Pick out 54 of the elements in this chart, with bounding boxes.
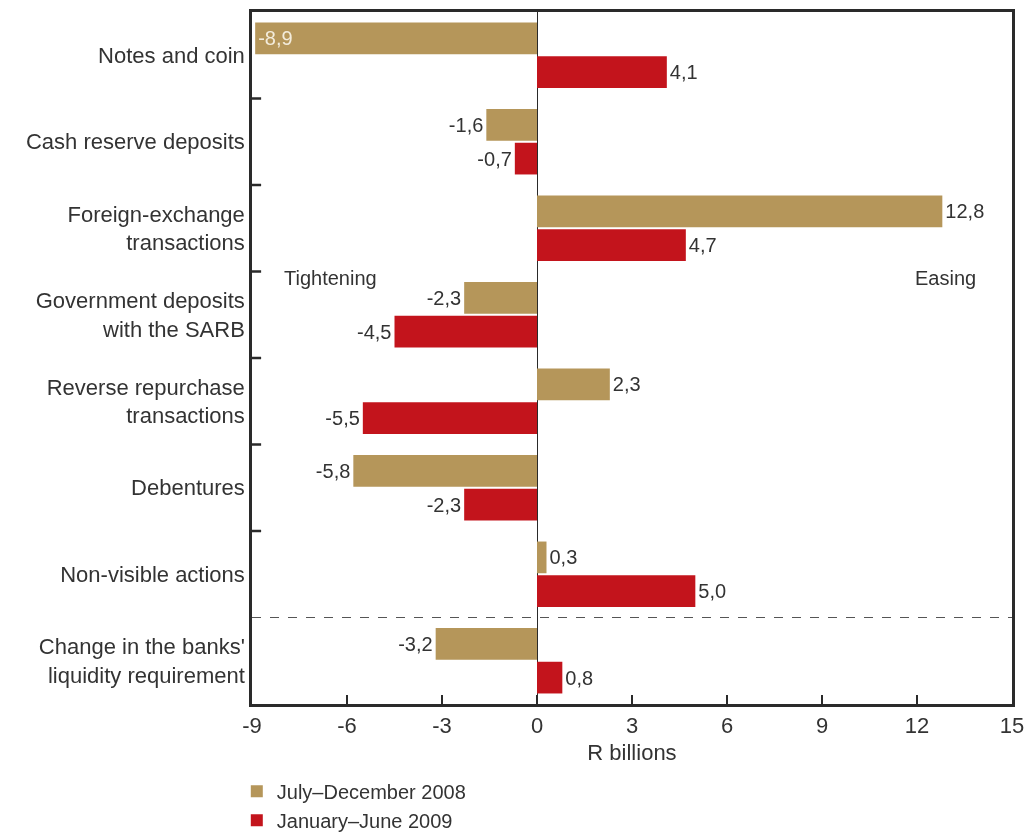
x-tick-label: 0 xyxy=(530,713,544,739)
x-tick-label: 6 xyxy=(720,713,734,739)
data-label: -3,2 xyxy=(398,632,433,655)
y-tick-label: Non-visible actions xyxy=(60,561,245,587)
data-label: 12,8 xyxy=(945,200,985,223)
bar xyxy=(353,455,537,487)
x-tick-label: -6 xyxy=(337,713,357,739)
y-tick-label: Reverse repurchase transactions xyxy=(46,374,245,429)
y-tick-label: Change in the banks' liquidity requirement xyxy=(38,634,245,688)
x-tick-label: -3 xyxy=(432,713,452,739)
y-tick-label: Notes and coin xyxy=(98,42,245,68)
legend-label: January–June 2009 xyxy=(276,810,453,833)
bar xyxy=(537,661,563,694)
y-tick-label: Foreign-exchange transactions xyxy=(67,201,245,256)
bar xyxy=(537,368,610,401)
annotation: Easing xyxy=(915,267,977,289)
y-tick-label: Cash reserve deposits xyxy=(25,129,245,155)
x-tick-label: 9 xyxy=(815,713,829,739)
x-axis-title: R billions xyxy=(587,740,677,766)
bar xyxy=(537,541,547,574)
bar xyxy=(362,402,537,434)
data-label: 0,8 xyxy=(565,666,594,689)
bar xyxy=(255,22,537,55)
data-label: -2,3 xyxy=(426,493,462,516)
data-label: -5,5 xyxy=(325,407,360,430)
data-label: -2,3 xyxy=(426,286,462,309)
bar xyxy=(537,575,696,607)
bar xyxy=(486,109,537,141)
y-tick-label: Debentures xyxy=(131,475,245,501)
data-label: 4,7 xyxy=(688,234,717,257)
data-label: -4,5 xyxy=(357,320,392,343)
x-tick-label: -9 xyxy=(242,713,262,739)
data-label: -1,6 xyxy=(448,113,484,136)
x-tick-label: 12 xyxy=(904,713,930,739)
data-label: -8,9 xyxy=(258,27,293,50)
data-label: 0,3 xyxy=(549,546,578,569)
bar xyxy=(514,142,537,175)
x-tick-label: 3 xyxy=(625,713,639,739)
legend-label: July–December 2008 xyxy=(276,781,466,804)
data-label: 4,1 xyxy=(669,61,698,84)
data-label: -0,7 xyxy=(477,147,512,170)
x-tick-label: 15 xyxy=(999,713,1025,739)
bar xyxy=(537,56,667,88)
bar xyxy=(537,229,686,261)
y-tick-label: Government deposits with the SARB xyxy=(35,288,245,342)
annotation: Tightening xyxy=(284,267,377,289)
bar xyxy=(464,282,537,314)
bar xyxy=(435,628,537,660)
bar xyxy=(394,315,537,348)
bar xyxy=(537,195,943,228)
data-label: 5,0 xyxy=(698,580,727,603)
bar xyxy=(464,488,537,521)
data-label: -5,8 xyxy=(315,459,351,482)
data-label: 2,3 xyxy=(612,373,641,396)
